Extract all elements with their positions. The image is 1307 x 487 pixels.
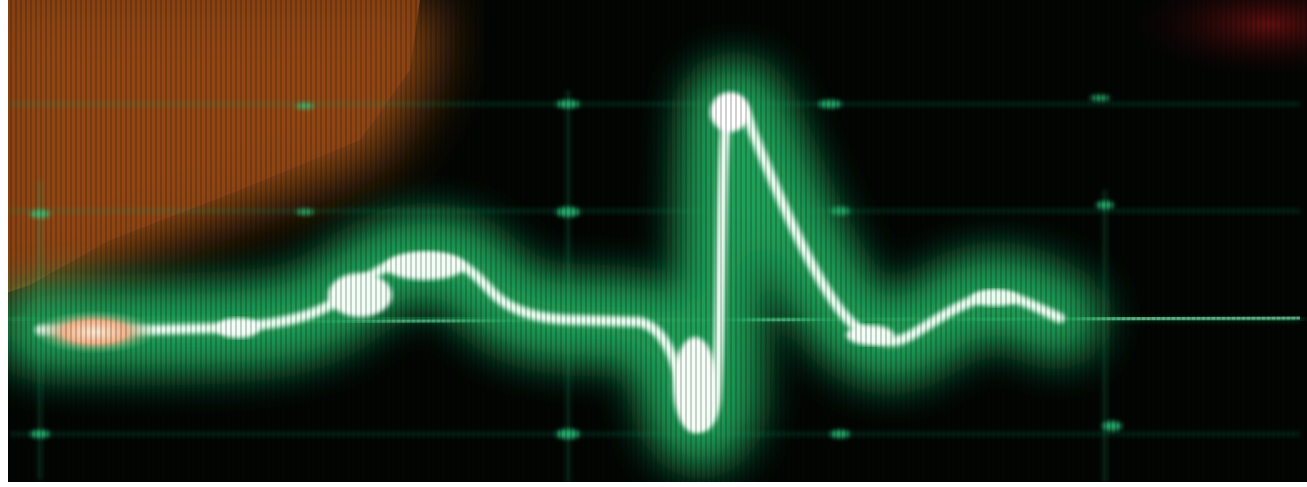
photo-border-left	[0, 0, 8, 487]
photo-border-bottom	[0, 482, 1307, 487]
